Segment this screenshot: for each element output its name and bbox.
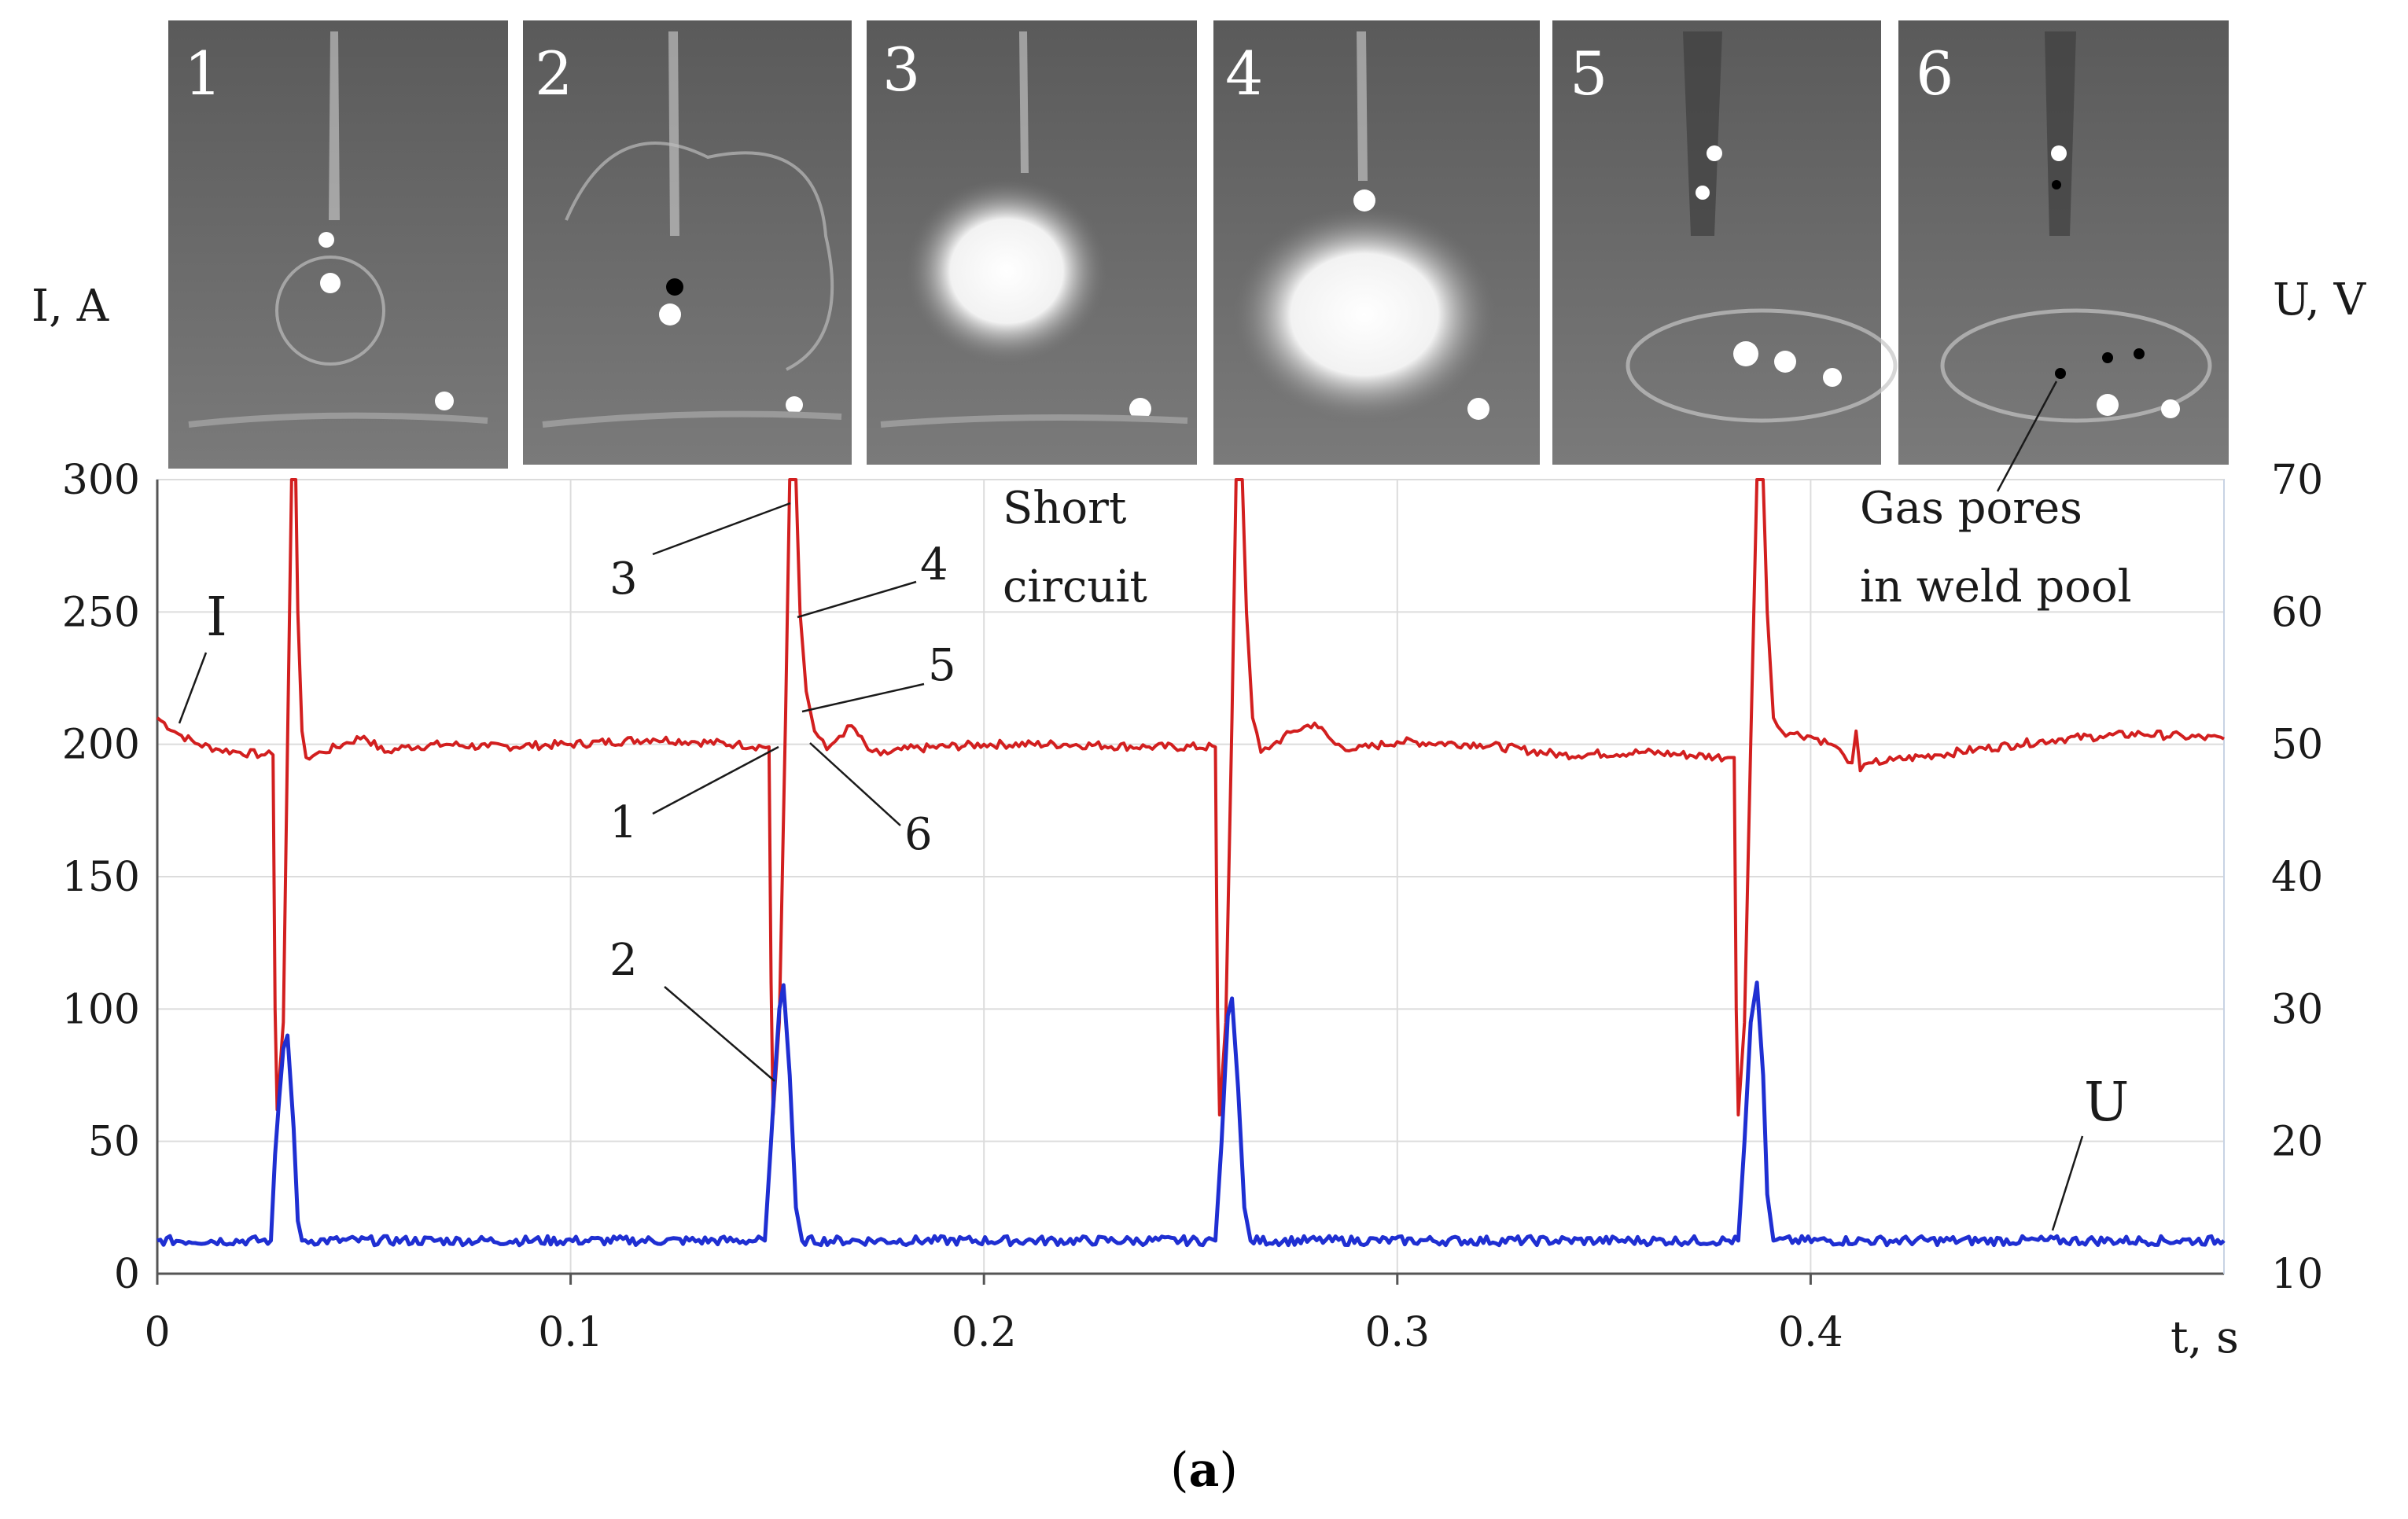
series-layer bbox=[156, 478, 2226, 1248]
y-left-axis-label: I, A bbox=[31, 281, 109, 332]
annotation-short-circuit-line2: circuit bbox=[1003, 561, 1147, 612]
frame-strip: 1 2 3 4 bbox=[168, 20, 2229, 469]
frame-2-photo bbox=[523, 20, 852, 465]
marker-1-leader bbox=[652, 745, 779, 815]
marker-1-label: 1 bbox=[609, 797, 638, 848]
frame-2: 2 bbox=[523, 20, 852, 465]
annotation-gas-pores: Gas pores in weld pool bbox=[1860, 381, 2132, 612]
axes bbox=[156, 480, 2225, 1285]
x-axis-label: t, s bbox=[2171, 1312, 2239, 1363]
marker-6-leader bbox=[809, 742, 901, 826]
grid-lines bbox=[157, 479, 2224, 1274]
y-left-tick-50: 50 bbox=[88, 1119, 140, 1166]
annotation-gas-pores-line2: in weld pool bbox=[1860, 561, 2132, 612]
x-tick-0.3: 0.3 bbox=[1364, 1309, 1430, 1356]
tick-labels: 0 50 100 150 200 250 300 10 20 30 40 50 60 70 0 0.1 0.2 0… bbox=[62, 457, 2323, 1356]
annotation-short-circuit: Short circuit bbox=[1003, 483, 1147, 612]
y-right-tick-10: 10 bbox=[2271, 1251, 2323, 1298]
y-right-axis-label: U, V bbox=[2273, 274, 2367, 326]
y-right-tick-50: 50 bbox=[2271, 722, 2323, 769]
frame-4: 4 bbox=[1213, 20, 1540, 465]
series-label-I: I bbox=[206, 587, 227, 649]
caption-close: ) bbox=[1219, 1443, 1237, 1498]
y-right-tick-60: 60 bbox=[2271, 589, 2323, 636]
marker-4: 4 bbox=[797, 539, 948, 619]
annotation-short-circuit-line1: Short bbox=[1003, 483, 1127, 534]
y-left-tick-300: 300 bbox=[62, 457, 140, 504]
x-tick-0.1: 0.1 bbox=[538, 1309, 603, 1356]
marker-2-leader bbox=[664, 986, 775, 1082]
marker-4-label: 4 bbox=[920, 539, 948, 590]
y-right-tick-30: 30 bbox=[2271, 986, 2323, 1033]
y-right-tick-70: 70 bbox=[2271, 457, 2323, 504]
series-U-line bbox=[156, 980, 2226, 1248]
frame-3: 3 bbox=[867, 20, 1197, 465]
marker-4-leader bbox=[797, 580, 917, 619]
annotation-gas-pores-line1: Gas pores bbox=[1860, 483, 2082, 534]
marker-5: 5 bbox=[801, 640, 956, 713]
y-left-tick-150: 150 bbox=[62, 854, 140, 901]
y-right-tick-40: 40 bbox=[2271, 854, 2323, 901]
series-label-U: U bbox=[2084, 1072, 2129, 1134]
y-left-tick-200: 200 bbox=[62, 722, 140, 769]
figure-caption: (a) bbox=[1170, 1443, 1238, 1498]
frame-4-label: 4 bbox=[1225, 39, 1263, 108]
series-label-U-leader bbox=[2051, 1135, 2084, 1231]
marker-3: 3 bbox=[609, 502, 791, 605]
y-left-tick-100: 100 bbox=[62, 986, 140, 1033]
frame-6-label: 6 bbox=[1916, 39, 1953, 108]
marker-2-label: 2 bbox=[609, 935, 638, 986]
marker-6-label: 6 bbox=[904, 809, 933, 860]
caption-letter: a bbox=[1189, 1443, 1220, 1498]
frame-5: 5 bbox=[1552, 20, 1898, 465]
x-tick-0.2: 0.2 bbox=[952, 1309, 1017, 1356]
marker-5-leader bbox=[801, 682, 925, 713]
marker-2: 2 bbox=[609, 935, 775, 1082]
series-label-I-leader bbox=[178, 652, 208, 724]
frame-6: 6 bbox=[1898, 20, 2229, 465]
marker-3-label: 3 bbox=[609, 554, 638, 605]
x-tick-0.4: 0.4 bbox=[1778, 1309, 1843, 1356]
annotation-gas-pores-leader bbox=[1996, 381, 2058, 492]
frame-1-label: 1 bbox=[184, 39, 222, 108]
marker-1: 1 bbox=[609, 745, 779, 848]
frame-5-label: 5 bbox=[1570, 39, 1607, 108]
caption-open: ( bbox=[1170, 1443, 1188, 1498]
series-I-line bbox=[156, 478, 2225, 1116]
marker-6: 6 bbox=[809, 742, 933, 860]
frame-1: 1 bbox=[168, 20, 508, 469]
y-left-tick-250: 250 bbox=[62, 589, 140, 636]
frame-3-label: 3 bbox=[882, 35, 920, 105]
marker-3-leader bbox=[652, 502, 791, 556]
y-right-tick-20: 20 bbox=[2271, 1119, 2323, 1166]
marker-5-label: 5 bbox=[928, 640, 956, 691]
chart: 0 50 100 150 200 250 300 10 20 30 40 50 60 70 0 0.1 0.2 0… bbox=[31, 274, 2367, 1363]
frame-2-label: 2 bbox=[535, 39, 573, 108]
y-left-tick-0: 0 bbox=[114, 1251, 140, 1298]
x-tick-0: 0 bbox=[144, 1309, 170, 1356]
